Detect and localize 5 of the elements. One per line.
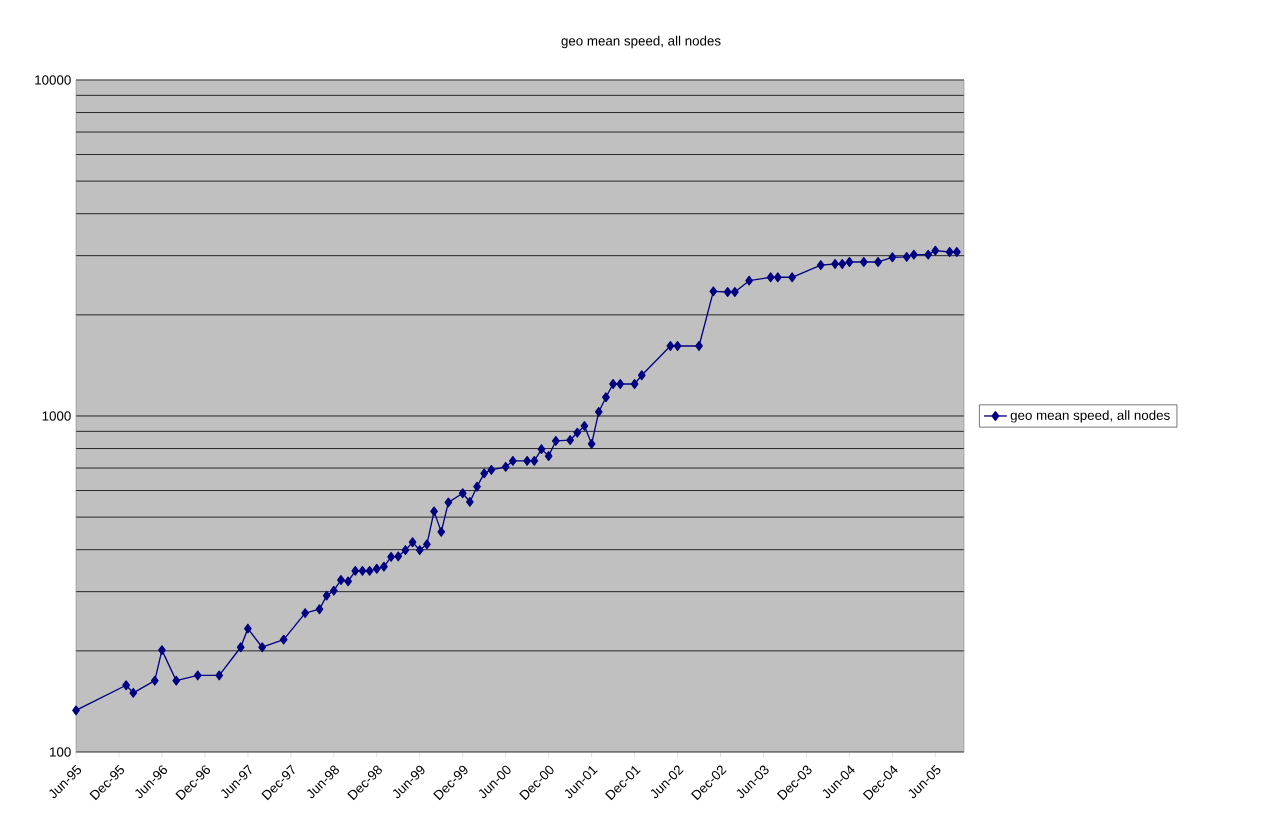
y-tick-label: 10000 — [35, 75, 71, 85]
y-tick-label: 1000 — [42, 411, 71, 421]
legend-label: geo mean speed, all nodes — [1010, 410, 1170, 423]
chart-title: geo mean speed, all nodes — [561, 35, 721, 49]
y-tick-label: 100 — [50, 747, 71, 757]
